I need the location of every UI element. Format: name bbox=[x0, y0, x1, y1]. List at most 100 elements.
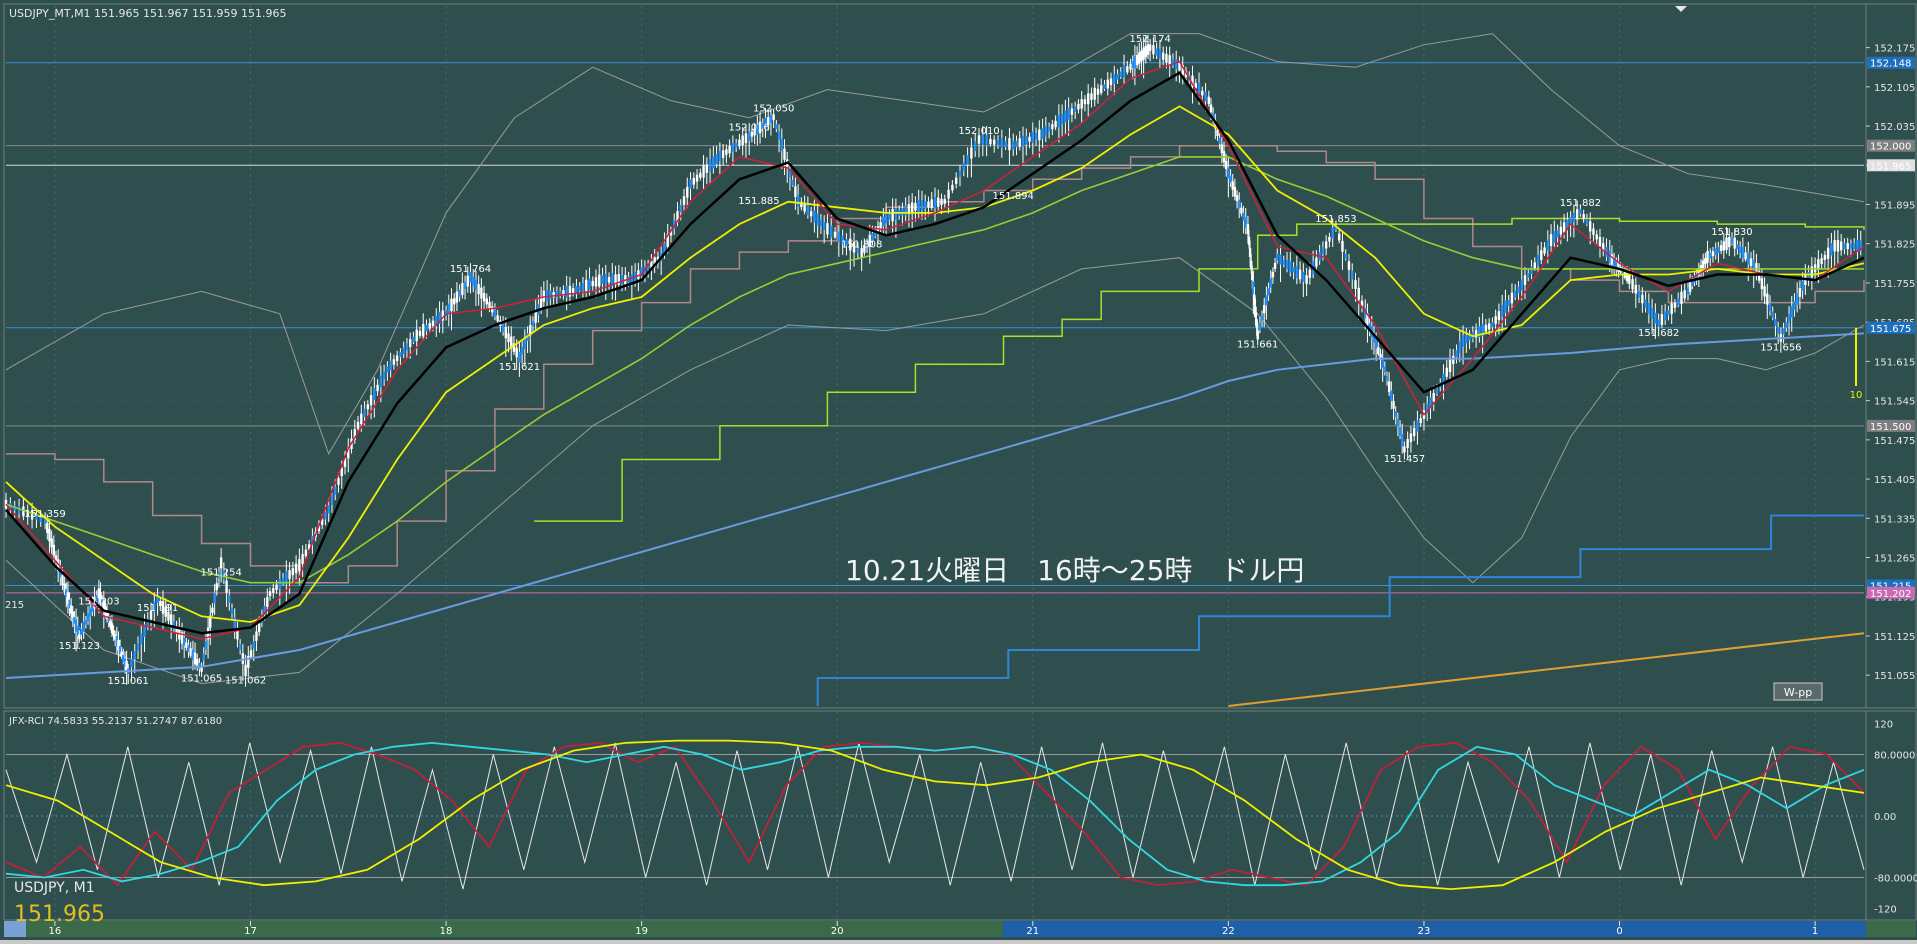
candle-body bbox=[343, 458, 347, 467]
candle-body bbox=[102, 600, 105, 612]
candle-body bbox=[466, 275, 469, 287]
candle-body bbox=[193, 652, 197, 665]
candle-body bbox=[545, 289, 549, 302]
candle-body bbox=[1412, 427, 1416, 437]
candle-body bbox=[1846, 243, 1849, 250]
candle-body bbox=[772, 114, 775, 121]
candle-body bbox=[1654, 312, 1657, 324]
candle-body bbox=[1377, 347, 1380, 355]
candle-body bbox=[1766, 293, 1769, 305]
y-tick-label: 151.335 bbox=[1874, 514, 1915, 525]
rci-series bbox=[5, 739, 1865, 891]
candle-body bbox=[1000, 138, 1004, 149]
candle-body bbox=[187, 645, 190, 652]
candle-body bbox=[769, 115, 773, 124]
y-tick-label: 151.615 bbox=[1874, 357, 1915, 368]
candle-body bbox=[453, 298, 456, 305]
candle-body bbox=[1279, 254, 1282, 265]
candle-body bbox=[461, 282, 464, 296]
candle-body bbox=[69, 605, 73, 614]
candle-body bbox=[1246, 224, 1250, 234]
candle-body bbox=[337, 478, 340, 485]
candle-body bbox=[1337, 233, 1341, 241]
candle-body bbox=[82, 621, 85, 632]
x-tick-label: 18 bbox=[440, 926, 453, 937]
rci-axis[interactable] bbox=[1865, 710, 1917, 921]
candle-body bbox=[1617, 262, 1620, 272]
candle-body bbox=[415, 329, 418, 342]
candle-body bbox=[1757, 271, 1761, 281]
candle-body bbox=[1041, 128, 1044, 140]
candle-body bbox=[1468, 334, 1471, 341]
candle-body bbox=[1289, 261, 1292, 273]
candle-body bbox=[555, 291, 559, 297]
candle-body bbox=[107, 616, 110, 623]
candle-body bbox=[1455, 350, 1458, 358]
candle-body bbox=[1572, 212, 1576, 223]
candle-body bbox=[1667, 310, 1670, 316]
candle-body bbox=[222, 570, 226, 580]
candle-body bbox=[692, 178, 695, 185]
x-tick-label: 21 bbox=[1026, 926, 1039, 937]
y-tick-label: 151.125 bbox=[1874, 632, 1915, 643]
candle-body bbox=[937, 197, 940, 207]
candle-body bbox=[112, 629, 115, 636]
candle-body bbox=[996, 140, 1000, 146]
candle-body bbox=[84, 619, 88, 625]
candle-body bbox=[531, 320, 535, 327]
candle-body bbox=[169, 614, 173, 627]
candle-body bbox=[650, 260, 653, 269]
candle-body bbox=[1595, 234, 1598, 240]
candle-body bbox=[4, 499, 8, 509]
candle-body bbox=[304, 549, 308, 557]
candle-body bbox=[275, 584, 278, 591]
candle-body bbox=[1271, 271, 1275, 278]
candle-body bbox=[61, 575, 64, 586]
candle-body bbox=[816, 213, 819, 226]
candle-body bbox=[640, 267, 643, 277]
candle-body bbox=[884, 212, 888, 224]
candle-body bbox=[1683, 290, 1686, 299]
candle-body bbox=[1670, 303, 1673, 314]
candle-body bbox=[209, 615, 212, 628]
candle-body bbox=[66, 592, 70, 605]
rci-tick-label: -80.0000 bbox=[1874, 874, 1917, 885]
candle-body bbox=[1527, 273, 1530, 278]
candle-body bbox=[463, 281, 467, 289]
candle-body bbox=[1546, 239, 1550, 251]
candle-body bbox=[1252, 281, 1255, 294]
candle-body bbox=[1090, 93, 1093, 100]
candle-body bbox=[1025, 135, 1028, 145]
candle-body bbox=[1416, 420, 1419, 432]
price-label: 151.359 bbox=[24, 509, 65, 520]
candle-body bbox=[985, 135, 988, 146]
candle-body bbox=[1602, 243, 1605, 251]
scroll-marker-icon[interactable] bbox=[1675, 6, 1687, 12]
candle-body bbox=[1691, 280, 1694, 287]
candle-body bbox=[1714, 248, 1717, 256]
price-flag-label: 151.675 bbox=[1870, 324, 1911, 335]
candle-body bbox=[1113, 74, 1116, 84]
candle-body bbox=[686, 186, 689, 198]
price-label: 151.764 bbox=[450, 264, 491, 275]
candle-body bbox=[1566, 219, 1569, 229]
blue-step-line bbox=[816, 514, 1864, 706]
candle-body bbox=[1579, 208, 1582, 214]
candle-body bbox=[1680, 291, 1683, 304]
candle-body bbox=[907, 204, 911, 215]
candle-body bbox=[1810, 266, 1814, 278]
candle-body bbox=[327, 505, 330, 514]
candle-body bbox=[233, 617, 236, 628]
candle-body bbox=[347, 447, 350, 459]
candle-body bbox=[1087, 93, 1090, 105]
candle-body bbox=[1184, 71, 1188, 78]
candle-body bbox=[1435, 388, 1439, 394]
candle-body bbox=[764, 117, 767, 129]
candle-body bbox=[803, 202, 806, 212]
candle-body bbox=[255, 631, 258, 641]
candle-body bbox=[1144, 45, 1147, 58]
candle-body bbox=[496, 315, 499, 322]
candle-body bbox=[594, 277, 598, 287]
candle-body bbox=[219, 557, 223, 569]
w-pp-box[interactable] bbox=[1773, 682, 1823, 701]
